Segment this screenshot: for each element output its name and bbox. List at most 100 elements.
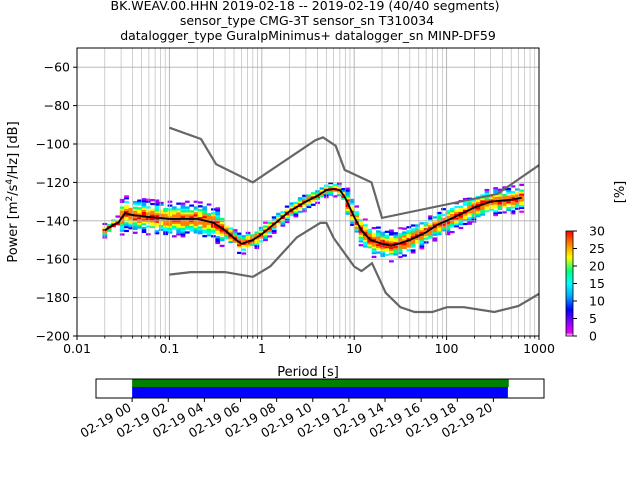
heatmap-cell <box>436 227 442 230</box>
heatmap-cell <box>367 244 373 247</box>
heatmap-cell <box>475 199 481 202</box>
y-tick-label: −120 <box>36 175 70 190</box>
heatmap-cell <box>488 202 494 206</box>
heatmap-cell <box>141 226 147 230</box>
heatmap-cell <box>345 206 351 209</box>
colorbar-gradient <box>565 230 574 337</box>
heatmap-cell <box>506 197 512 200</box>
heatmap-cell <box>371 250 377 253</box>
heatmap-cell <box>384 253 390 256</box>
heatmap-cell <box>254 244 260 248</box>
heatmap-cell <box>241 244 247 247</box>
heatmap-cell <box>349 221 355 225</box>
heatmap-cell <box>410 228 416 231</box>
heatmap-cell <box>432 223 438 227</box>
x-axis-ticks: 0.01 0.1 1 10 100 1000 <box>63 336 555 356</box>
plot-lines <box>104 126 539 314</box>
heatmap-cell <box>497 194 503 197</box>
y-tick-label: −100 <box>36 137 70 152</box>
heatmap-cell <box>380 245 386 248</box>
heatmap-cell <box>493 189 499 192</box>
heatmap-cell <box>380 235 386 238</box>
heatmap-cell <box>376 239 381 243</box>
heatmap-cell <box>519 189 525 192</box>
heatmap-cell <box>384 238 390 241</box>
heatmap-cell <box>224 235 229 238</box>
heatmap-cell <box>141 219 147 222</box>
heatmap-cell <box>432 239 438 242</box>
heatmap-cell <box>202 208 208 211</box>
heatmap-cell <box>332 195 338 198</box>
heatmap-cell <box>336 190 342 193</box>
heatmap-cell <box>510 193 516 196</box>
heatmap-cell <box>389 231 394 234</box>
heatmap-cell <box>358 234 364 237</box>
heatmap-cell <box>189 221 195 224</box>
title-line-3: datalogger_type GuralpMinimus+ datalogge… <box>120 28 496 43</box>
heatmap-cell <box>254 246 260 250</box>
heatmap-cell <box>184 231 190 234</box>
heatmap-cell <box>345 195 351 198</box>
heatmap-cell <box>293 215 299 218</box>
heatmap-cell <box>380 254 386 257</box>
heatmap-cell <box>189 212 195 215</box>
heatmap-cell <box>176 223 182 226</box>
heatmap-cell <box>471 208 477 212</box>
heatmap-cell <box>310 199 316 203</box>
heatmap-cell <box>432 229 438 232</box>
heatmap-cell <box>493 196 499 199</box>
heatmap-cell <box>514 207 520 210</box>
heatmap-cell <box>384 242 390 245</box>
heatmap-cell <box>345 193 351 196</box>
heatmap-cell <box>336 184 342 187</box>
heatmap-cell <box>436 232 442 236</box>
heatmap-cell <box>141 201 147 205</box>
heatmap-cell <box>215 222 221 225</box>
heatmap-cell <box>428 219 433 222</box>
heatmap-cell <box>415 228 420 231</box>
heatmap-cell <box>171 210 177 213</box>
heatmap-cell <box>506 187 512 191</box>
heatmap-cell <box>363 231 368 235</box>
heatmap-cell <box>349 202 355 205</box>
heatmap-cell <box>471 203 477 206</box>
heatmap-cell <box>176 212 182 215</box>
heatmap-cell <box>406 241 412 244</box>
heatmap-cell <box>171 208 177 211</box>
heatmap-cell <box>345 199 351 202</box>
heatmap-cell <box>445 229 451 232</box>
heatmap-cell <box>475 201 481 204</box>
heatmap-cell <box>193 223 199 226</box>
heatmap-cell <box>215 207 221 210</box>
heatmap-cell <box>171 212 177 215</box>
heatmap-cell <box>193 214 199 217</box>
heatmap-cell <box>154 199 160 202</box>
y-axis-ticks: −60 −80 −100 −120 −140 −160 −180 −200 <box>36 60 77 344</box>
heatmap-cell <box>384 240 390 243</box>
heatmap-cell <box>289 210 294 213</box>
heatmap-cell <box>206 224 212 227</box>
heatmap-cell <box>371 251 377 255</box>
heatmap-cell <box>263 221 268 224</box>
heatmap-cell <box>497 192 503 195</box>
heatmap-cell <box>215 230 221 233</box>
heatmap-cell <box>124 214 129 217</box>
heatmap-cell <box>263 227 268 230</box>
heatmap-cell <box>449 207 455 211</box>
heatmap-cell <box>497 198 503 201</box>
heatmap-cell <box>475 211 481 214</box>
heatmap-cell <box>258 226 264 230</box>
heatmap-cell <box>124 208 129 211</box>
heatmap-cell <box>189 204 195 207</box>
heatmap-cell <box>276 216 281 219</box>
heatmap-cell <box>115 223 121 226</box>
heatmap-cell <box>154 230 160 233</box>
heatmap-cell <box>176 227 182 230</box>
heatmap-cell <box>284 217 290 220</box>
heatmap-cell <box>454 225 459 228</box>
heatmap-cell <box>184 212 190 215</box>
heatmap-cell <box>280 218 286 221</box>
heatmap-cell <box>271 231 277 234</box>
heatmap-cell <box>367 234 373 237</box>
heatmap-cell <box>150 208 155 211</box>
